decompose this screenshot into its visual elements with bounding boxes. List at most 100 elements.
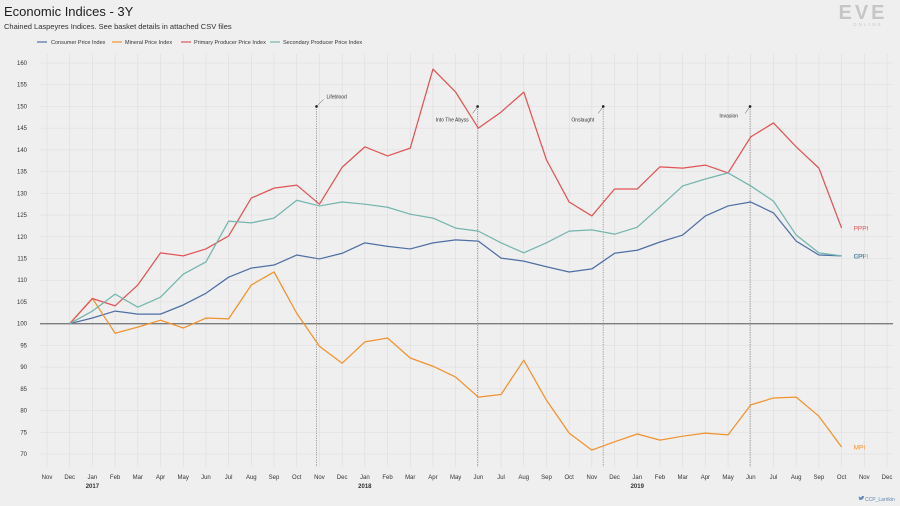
series-end-label-sppi: SPPI	[854, 253, 869, 260]
series-line-sppi	[69, 172, 842, 325]
chart-subtitle: Chained Laspeyres Indices. See basket de…	[4, 22, 232, 31]
annotation-dot	[601, 105, 605, 108]
x-tick-label: Oct	[837, 475, 847, 481]
x-tick-label: Jan	[632, 475, 642, 481]
annotation-leader-line	[598, 106, 604, 114]
x-tick-label: Apr	[428, 475, 437, 481]
release-annotations: Lifeblood Into The Abyss Onslaught Invasion	[315, 94, 752, 467]
annotation-dot	[476, 105, 479, 108]
x-tick-label: Jul	[225, 475, 233, 481]
x-tick-label: Feb	[110, 475, 121, 481]
y-tick-label: 135	[17, 170, 28, 176]
y-tick-label: 100	[17, 322, 28, 328]
x-year-label: 2018	[358, 484, 372, 490]
x-tick-label: May	[450, 475, 461, 481]
series-line-pppi	[69, 68, 843, 325]
legend-label-sppi: Secondary Producer Price Index	[283, 40, 362, 46]
y-tick-label: 130	[17, 191, 28, 197]
y-tick-label: 150	[17, 104, 28, 110]
y-tick-label: 105	[17, 300, 28, 306]
x-tick-label: Oct	[564, 475, 574, 481]
x-tick-label: May	[722, 475, 733, 481]
x-tick-label: Mar	[405, 475, 415, 481]
series-end-label-pppi: PPPI	[854, 226, 869, 233]
series-line-cpi	[69, 201, 842, 325]
x-tick-label: Nov	[859, 475, 870, 481]
annotation-label: Onslaught	[571, 117, 594, 123]
x-tick-label: Mar	[678, 475, 688, 481]
x-tick-label: Jul	[770, 475, 778, 481]
y-tick-label: 125	[17, 213, 28, 219]
legend-item-pppi: Primary Producer Price Index	[181, 40, 266, 46]
legend-label-pppi: Primary Producer Price Index	[194, 40, 266, 46]
x-axis: Nov Dec Jan 2017 Feb Mar Apr May Jun Jul Aug Sep Oct…	[42, 475, 893, 490]
logo-subtitle: ONLINE	[853, 22, 883, 27]
y-tick-label: 80	[20, 409, 27, 415]
annotation-label: Lifeblood	[327, 94, 348, 100]
x-tick-label: Dec	[609, 475, 620, 481]
x-tick-label: Dec	[64, 475, 75, 481]
x-tick-label: Apr	[701, 475, 710, 481]
y-tick-label: 115	[17, 257, 27, 263]
series-end-label-mpi: MPI	[854, 445, 866, 452]
legend-item-mpi: Mineral Price Index	[112, 40, 172, 46]
series-line-mpi	[69, 271, 843, 451]
y-tick-label: 75	[20, 430, 27, 436]
x-tick-label: Apr	[156, 475, 165, 481]
annotation-leader-line	[744, 106, 751, 114]
x-tick-label: Nov	[587, 475, 598, 481]
x-tick-label: Jun	[746, 475, 756, 481]
x-tick-label: Sep	[269, 475, 280, 481]
legend-item-cpi: Consumer Price Index	[37, 40, 106, 46]
x-tick-label: Feb	[655, 475, 666, 481]
legend-label-cpi: Consumer Price Index	[51, 40, 106, 46]
annotation-leader-line	[472, 106, 478, 114]
annotation-label: Into The Abyss	[436, 117, 469, 123]
y-tick-label: 110	[17, 278, 27, 284]
annotation-dot	[315, 105, 318, 108]
x-year-label: 2019	[631, 484, 645, 490]
legend-item-sppi: Secondary Producer Price Index	[270, 40, 362, 46]
x-tick-label: Jun	[201, 475, 211, 481]
twitter-bird-icon	[858, 495, 865, 500]
x-tick-label: Aug	[518, 475, 529, 481]
x-tick-label: Dec	[337, 475, 348, 481]
y-tick-label: 160	[17, 61, 28, 67]
x-tick-label: Mar	[133, 475, 143, 481]
x-tick-label: Jun	[474, 475, 484, 481]
y-tick-label: 95	[20, 343, 27, 349]
series-lines	[69, 68, 843, 451]
x-tick-label: Nov	[42, 475, 53, 481]
y-tick-label: 90	[20, 365, 27, 371]
series-end-labels: SPPI PPPI MPI CPI	[854, 226, 869, 452]
x-tick-label: Aug	[246, 475, 257, 481]
x-tick-label: Jul	[497, 475, 505, 481]
legend-label-mpi: Mineral Price Index	[125, 40, 172, 46]
series-end-label-cpi: CPI	[854, 253, 865, 260]
annotation-label: Invasion	[719, 113, 738, 119]
x-year-label: 2017	[86, 484, 100, 490]
y-tick-label: 120	[17, 235, 28, 241]
eve-online-logo: EVE ONLINE	[838, 2, 887, 27]
x-tick-label: Oct	[292, 475, 302, 481]
chart-title: Economic Indices - 3Y	[4, 4, 134, 19]
y-tick-label: 140	[17, 148, 28, 154]
y-tick-label: 145	[17, 126, 28, 132]
y-axis: 70 75 80 85 90 95 100 105 110 115 120 125 130 135 140 1…	[17, 61, 28, 458]
y-tick-label: 85	[20, 387, 27, 393]
legend: Consumer Price Index Mineral Price Index…	[37, 40, 362, 46]
x-tick-label: Aug	[791, 475, 802, 481]
x-tick-label: Jan	[88, 475, 98, 481]
logo-wordmark: EVE	[838, 2, 887, 24]
annotation-leader-line	[316, 99, 324, 107]
x-tick-label: Sep	[814, 475, 825, 481]
y-tick-label: 70	[20, 452, 27, 458]
annotation-dot	[748, 105, 752, 108]
x-tick-label: Jan	[360, 475, 370, 481]
x-tick-label: Nov	[314, 475, 325, 481]
x-tick-label: Sep	[541, 475, 552, 481]
y-tick-label: 155	[17, 83, 28, 89]
x-tick-label: Dec	[882, 475, 893, 481]
